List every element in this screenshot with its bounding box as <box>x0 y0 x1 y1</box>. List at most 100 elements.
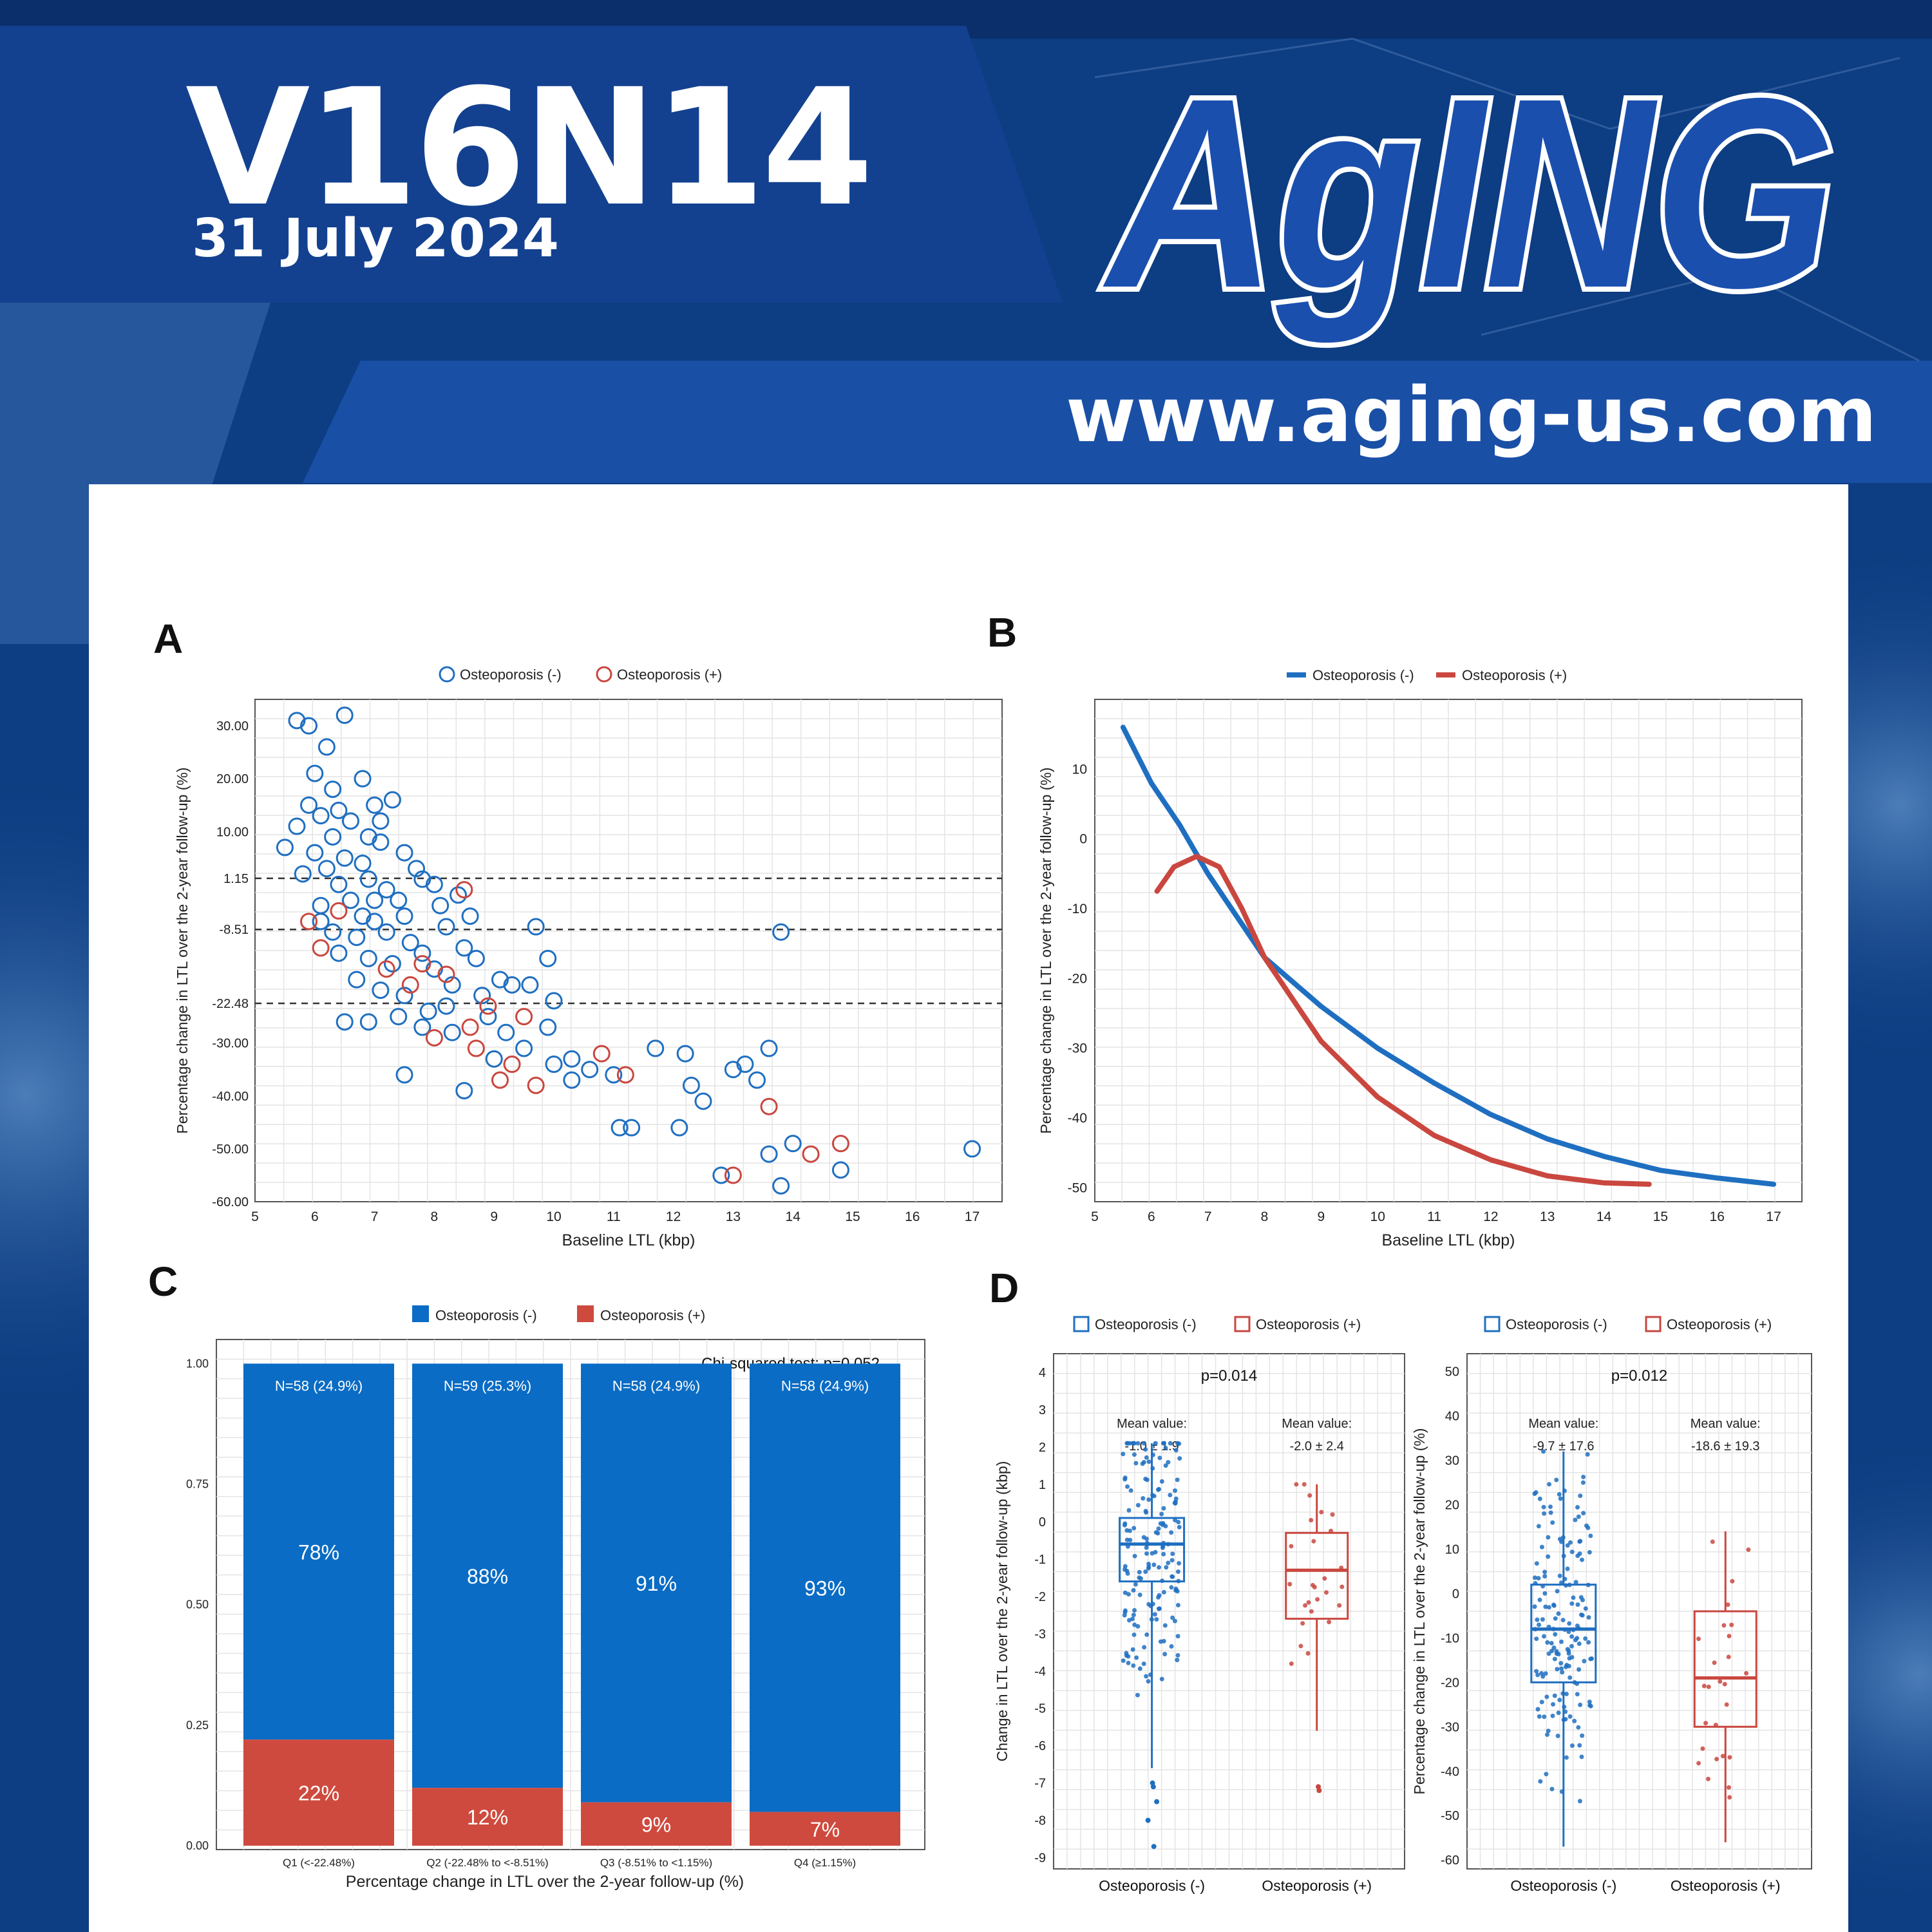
panel-d-box <box>1530 1584 1597 1683</box>
panel-d-point <box>1577 1743 1582 1748</box>
panel-a-point <box>324 923 342 941</box>
panel-d-point <box>1132 1452 1137 1457</box>
panel-d-point <box>1581 1474 1586 1479</box>
panel-a-point <box>336 706 354 724</box>
panel-c-percent-label-neg: 88% <box>467 1565 508 1588</box>
panel-b-xtick-label: 13 <box>1540 1209 1555 1224</box>
panel-d-point <box>1122 1475 1128 1481</box>
panel-a-point <box>348 971 366 989</box>
legend-d-label-pos: Osteoporosis (+) <box>1667 1316 1772 1332</box>
panel-d-point <box>1125 1571 1130 1576</box>
panel-d-point <box>1730 1578 1735 1584</box>
panel-b-ytick-label: -50 <box>1068 1180 1087 1195</box>
panel-b-ytick-label: -30 <box>1068 1041 1087 1056</box>
panel-a-point <box>712 1166 730 1184</box>
panel-a-ytick-label: -22.48 <box>212 997 249 1011</box>
panel-b-xtick-label: 8 <box>1261 1209 1269 1224</box>
panel-a-point <box>772 1177 790 1195</box>
panel-d-point <box>1544 1732 1549 1738</box>
panel-d-pvalue: p=0.014 <box>1201 1367 1257 1385</box>
panel-a-point <box>341 891 359 909</box>
panel-d-point <box>1176 1519 1181 1524</box>
panel-a-point <box>503 976 521 994</box>
legend-d-label-pos: Osteoporosis (+) <box>1256 1316 1361 1332</box>
panel-d-point <box>1135 1441 1141 1446</box>
panel-d-point <box>1337 1603 1342 1608</box>
panel-a-point <box>563 1050 581 1068</box>
panel-d-point <box>1121 1452 1126 1457</box>
panel-d-point <box>1710 1539 1715 1544</box>
panel-a-point <box>425 1028 443 1046</box>
panel-d-point <box>1555 1733 1560 1738</box>
legend-a-marker-neg <box>439 666 455 683</box>
panel-d-point <box>1722 1681 1727 1687</box>
panel-d-point <box>1143 1569 1148 1574</box>
panel-d-point <box>1577 1641 1582 1646</box>
panel-a-point <box>831 1161 849 1179</box>
panel-d-point <box>1542 1574 1548 1579</box>
panel-b-ytick-label: -20 <box>1068 971 1087 986</box>
panel-d-point <box>1294 1482 1299 1487</box>
panel-a-point <box>336 849 354 867</box>
panel-a-point <box>366 891 384 909</box>
panel-d-point <box>1565 1566 1570 1571</box>
panel-a-ytick-label: 20.00 <box>216 772 249 786</box>
panel-d-point <box>1302 1482 1307 1487</box>
panel-a-point <box>467 1039 485 1057</box>
panel-d-point <box>1724 1702 1729 1707</box>
panel-a-point <box>473 987 491 1005</box>
panel-a-point <box>670 1119 688 1137</box>
panel-d-point <box>1131 1441 1136 1446</box>
panel-d-box <box>1285 1531 1349 1620</box>
panel-d-point <box>1161 1506 1166 1511</box>
panel-d-point <box>1141 1661 1146 1666</box>
panel-d-point <box>1143 1508 1148 1513</box>
panel-a-xtick-label: 15 <box>845 1209 860 1224</box>
panel-d-point <box>1309 1518 1314 1523</box>
panel-d-point <box>1587 1700 1592 1705</box>
panel-d-point <box>1159 1479 1164 1484</box>
panel-d-point <box>1309 1609 1314 1614</box>
panel-d-point <box>1157 1606 1162 1611</box>
panel-d-point <box>1549 1649 1554 1654</box>
panel-d-point <box>1126 1592 1131 1597</box>
panel-d-point <box>1580 1598 1586 1603</box>
panel-d-ytick-label: 10 <box>1445 1542 1459 1557</box>
panel-c-count-label: N=58 (24.9%) <box>612 1378 700 1394</box>
panel-d-point <box>1149 1617 1154 1622</box>
panel-b-xtick-label: 17 <box>1766 1209 1781 1224</box>
panel-d-point <box>1142 1645 1147 1650</box>
panel-d-point <box>1558 1661 1564 1666</box>
panel-b-ytick-label: 0 <box>1079 832 1087 847</box>
panel-d-point <box>1340 1584 1345 1589</box>
panel-d-point <box>1132 1632 1137 1637</box>
panel-a-point <box>372 812 390 830</box>
panel-d-point <box>1720 1754 1725 1759</box>
panel-d-point <box>1535 1672 1540 1678</box>
panel-d-point <box>1154 1617 1159 1622</box>
panel-a-point <box>461 1018 479 1036</box>
panel-a-point <box>330 875 348 893</box>
panel-d-point <box>1558 1496 1563 1501</box>
panel-a-point <box>485 1050 503 1068</box>
panel-a-point <box>366 913 384 931</box>
panel-a-point <box>450 886 468 904</box>
panel-d-point <box>1163 1463 1168 1468</box>
panel-a-point <box>479 1008 497 1026</box>
panel-d-ytick-label: 50 <box>1445 1365 1459 1379</box>
panel-d-point <box>1162 1652 1168 1657</box>
panel-d-point <box>1534 1561 1539 1566</box>
panel-a-point <box>605 1066 623 1084</box>
panel-a-point <box>527 1076 545 1094</box>
panel-a-point <box>760 1097 778 1115</box>
panel-d-point <box>1583 1606 1588 1611</box>
panel-d-point <box>1170 1615 1175 1620</box>
panel-b-ytick-label: -40 <box>1068 1111 1087 1126</box>
panel-b-xtick-label: 14 <box>1596 1209 1612 1224</box>
panel-d-point <box>1564 1691 1569 1696</box>
panel-d-point <box>1141 1460 1146 1465</box>
panel-d-point <box>1569 1549 1575 1555</box>
panel-d-point <box>1567 1656 1572 1661</box>
panel-d-point <box>1579 1754 1584 1759</box>
panel-d-point <box>1287 1582 1293 1587</box>
